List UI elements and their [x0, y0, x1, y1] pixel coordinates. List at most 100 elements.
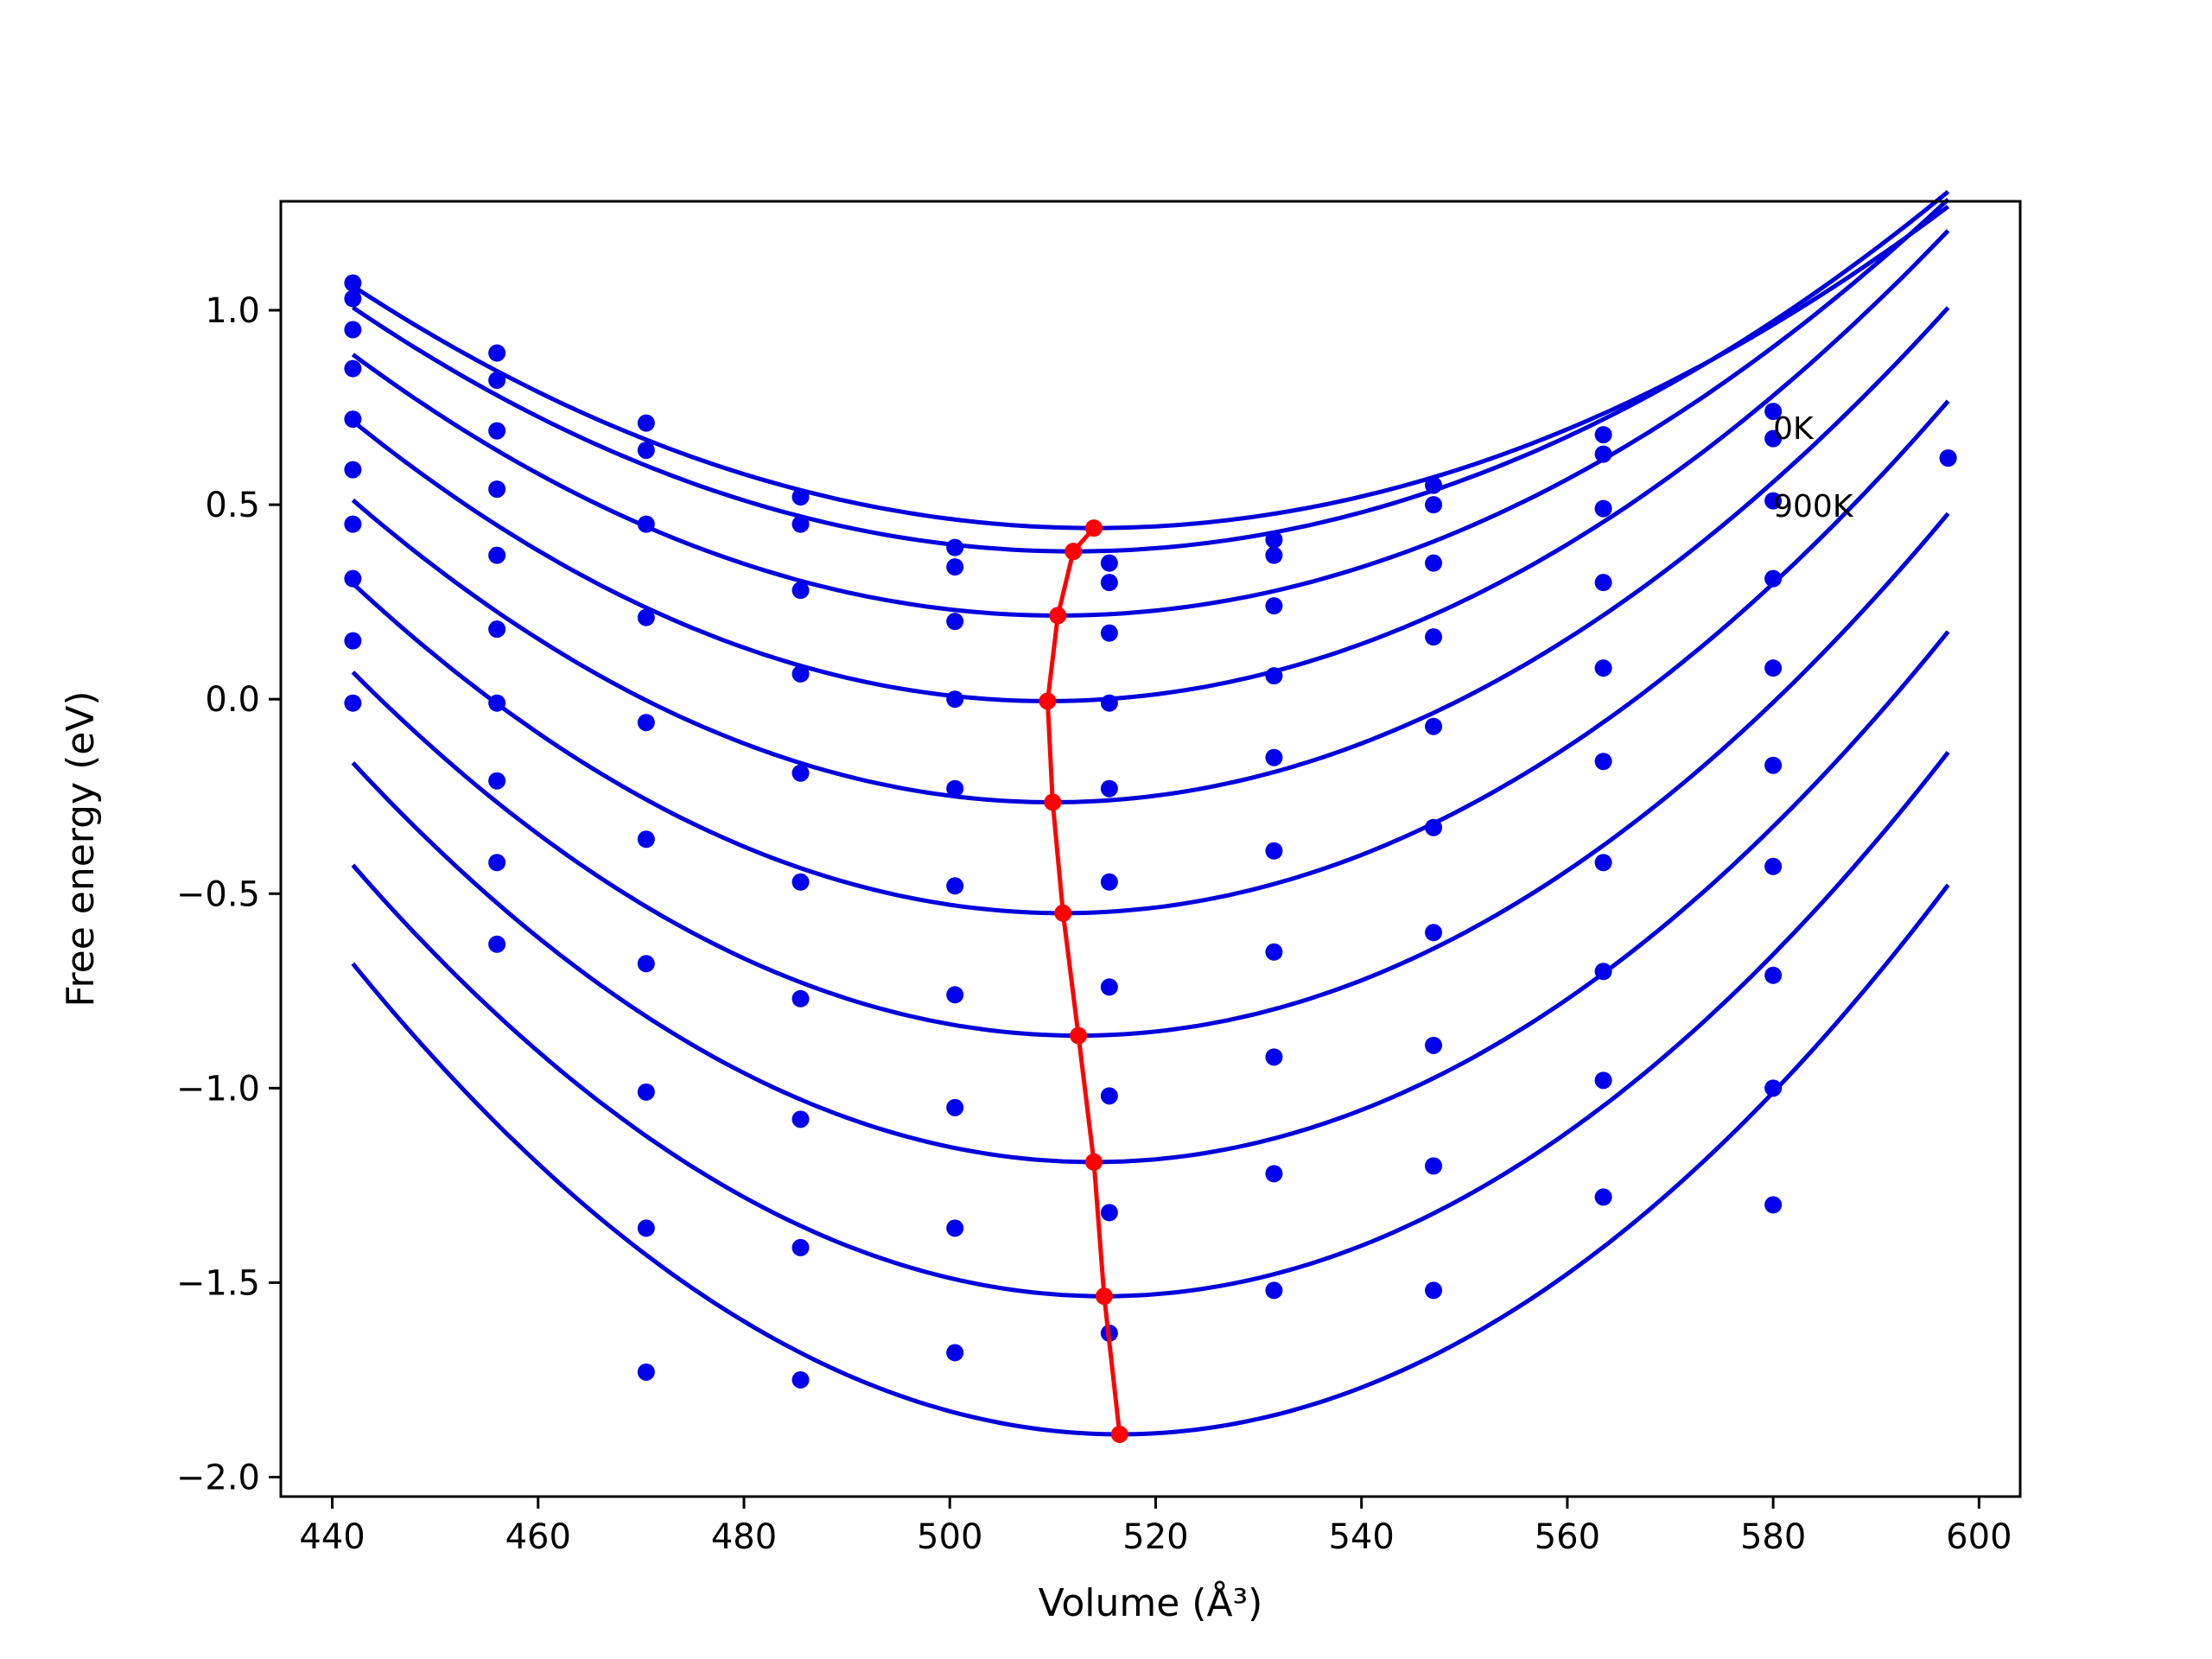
data-point [1764, 756, 1783, 774]
data-point [791, 582, 810, 600]
data-point [1425, 1157, 1443, 1175]
x-tick-label: 540 [1329, 1517, 1395, 1557]
data-point [637, 414, 655, 432]
data-point [637, 1363, 655, 1381]
fit-curve [351, 197, 1950, 618]
minimum-point [1084, 1153, 1103, 1171]
annotation-0k: 0K [1773, 411, 1815, 447]
data-point [637, 1219, 655, 1237]
data-point [1594, 963, 1612, 981]
data-point [1100, 1087, 1118, 1105]
data-point [946, 986, 964, 1004]
data-point [946, 690, 964, 709]
minimum-point [1084, 519, 1103, 537]
data-point [946, 1219, 964, 1237]
data-point [1100, 574, 1118, 592]
x-axis-ticks: 440 460 480 500 520 540 560 580 600 [299, 1497, 2012, 1557]
data-point [946, 1344, 964, 1362]
fit-curves [351, 189, 1950, 1437]
x-tick-label: 480 [711, 1517, 777, 1557]
data-point [1594, 753, 1612, 771]
x-tick-label: 520 [1122, 1517, 1188, 1557]
data-point [946, 779, 964, 798]
data-point [1594, 854, 1612, 872]
y-tick-label: 0.5 [205, 486, 260, 525]
data-point [344, 569, 362, 588]
data-point [344, 289, 362, 308]
data-point [344, 632, 362, 650]
data-point [1100, 694, 1118, 712]
data-point [1265, 1165, 1283, 1183]
data-point [1764, 966, 1783, 984]
data-point [1100, 1204, 1118, 1222]
minimum-line [1045, 526, 1122, 1435]
data-point [488, 772, 506, 790]
y-tick-label: −2.0 [176, 1458, 260, 1497]
data-point [1425, 717, 1443, 735]
data-point [488, 620, 506, 639]
fit-curve [351, 229, 1950, 703]
data-point [1594, 445, 1612, 463]
minimum-point [1054, 904, 1072, 922]
data-point [1100, 873, 1118, 891]
fit-curve [352, 189, 1950, 554]
data-point [488, 344, 506, 362]
data-point [637, 714, 655, 732]
data-point [1265, 943, 1283, 961]
data-point [1425, 554, 1443, 572]
data-point [488, 854, 506, 872]
data-point [488, 694, 506, 712]
minimum-point [1095, 1287, 1113, 1306]
minimum-point [1044, 793, 1062, 811]
data-point [1425, 476, 1443, 494]
data-point [791, 764, 810, 782]
data-point [1764, 1196, 1783, 1214]
data-point [1764, 403, 1783, 421]
data-point [1265, 1281, 1283, 1300]
data-point [488, 935, 506, 953]
data-point [637, 1083, 655, 1101]
data-point [1265, 748, 1283, 766]
data-point [1425, 818, 1443, 836]
data-point [1594, 1071, 1612, 1090]
data-point [791, 515, 810, 533]
minimum-point [1039, 692, 1057, 710]
data-point [488, 480, 506, 499]
data-point [791, 989, 810, 1007]
minimum-point [1049, 607, 1067, 625]
data-point [791, 873, 810, 891]
data-points [344, 274, 1957, 1389]
fit-curve [351, 883, 1950, 1437]
data-point [1265, 597, 1283, 615]
x-tick-label: 440 [299, 1517, 365, 1557]
data-point [344, 274, 362, 292]
data-point [946, 538, 964, 556]
data-point [946, 613, 964, 631]
data-point [1425, 628, 1443, 646]
data-point [1425, 1281, 1443, 1300]
x-tick-label: 560 [1535, 1517, 1600, 1557]
x-tick-label: 600 [1946, 1517, 2012, 1557]
minimum-energy-curve [1039, 519, 1128, 1443]
data-point [1425, 496, 1443, 514]
fit-curve [351, 751, 1950, 1299]
data-point [637, 955, 655, 973]
y-tick-label: 0.0 [205, 680, 260, 720]
data-point [1764, 857, 1783, 875]
y-axis-ticks: −2.0 −1.5 −1.0 −0.5 0.0 0.5 1.0 [176, 291, 281, 1497]
data-point [488, 422, 506, 440]
data-point [1425, 924, 1443, 942]
data-point [1100, 978, 1118, 996]
data-point [791, 1110, 810, 1128]
minimum-point [1070, 1027, 1088, 1045]
y-tick-label: −1.0 [176, 1069, 260, 1109]
data-point [1764, 1079, 1783, 1097]
data-point [791, 1370, 810, 1389]
data-point [1594, 499, 1612, 518]
y-tick-label: −1.5 [176, 1263, 260, 1303]
data-point [946, 1098, 964, 1116]
data-point [1265, 1048, 1283, 1066]
data-point [344, 359, 362, 378]
